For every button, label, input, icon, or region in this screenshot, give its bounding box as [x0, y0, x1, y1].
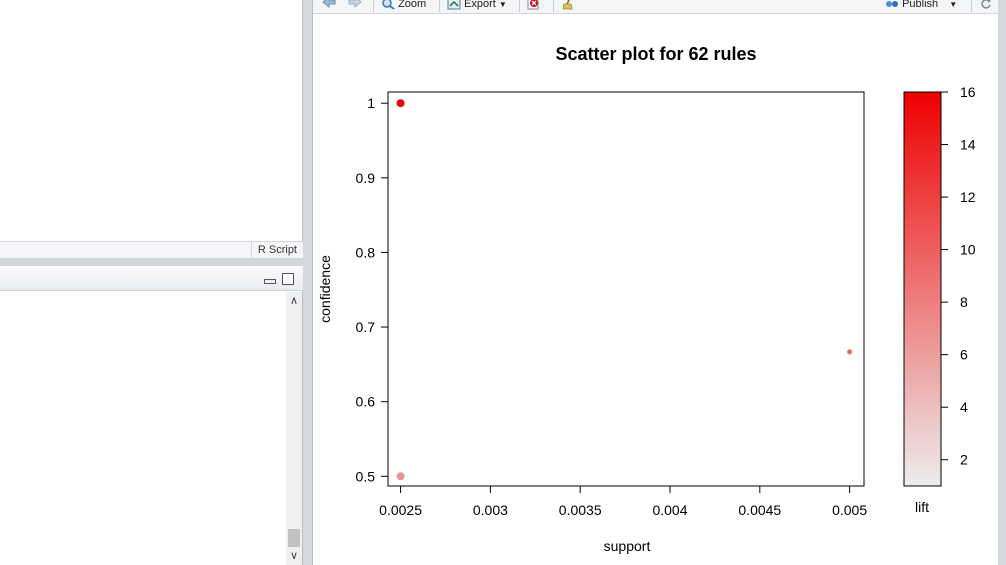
x-tick-label: 0.004: [652, 502, 687, 518]
scatter-plot: Scatter plot for 62 rules 0.0025 0.003 0.0…: [317, 44, 976, 554]
window-edge: [998, 0, 1006, 565]
export-icon: [447, 0, 461, 10]
colorbar-tick-label: 12: [960, 189, 976, 205]
chart-title: Scatter plot for 62 rules: [555, 44, 756, 64]
toolbar-separator: [971, 0, 972, 12]
x-tick-label: 0.003: [473, 502, 508, 518]
zoom-button[interactable]: Zoom: [381, 0, 426, 12]
maximize-icon[interactable]: [282, 273, 294, 285]
toolbar-separator: [553, 0, 554, 12]
scroll-thumb[interactable]: [288, 529, 300, 547]
console-scrollbar[interactable]: ∧ ∨: [286, 292, 302, 565]
zoom-icon: [382, 0, 395, 10]
scroll-up-icon[interactable]: ∧: [289, 295, 299, 307]
colorbar-tick-label: 16: [960, 84, 976, 100]
data-point: [847, 349, 853, 355]
plots-pane: Zoom Export ▼ Publish ▼: [312, 0, 999, 565]
x-tick-label: 0.005: [832, 502, 867, 518]
toolbar-separator: [519, 0, 520, 12]
y-tick-label: 0.7: [356, 319, 376, 335]
y-tick-label: 0.5: [356, 468, 376, 484]
minimize-icon[interactable]: [264, 279, 276, 284]
colorbar-label: lift: [915, 499, 929, 515]
x-axis-label: support: [604, 538, 651, 554]
remove-plot-icon: [527, 0, 539, 10]
broom-icon: [562, 0, 573, 10]
x-tick-label: 0.0045: [738, 502, 781, 518]
publish-dropdown-icon: ▼: [949, 0, 958, 9]
export-button[interactable]: Export ▼: [447, 0, 507, 12]
toolbar-separator: [373, 0, 374, 12]
publish-button[interactable]: Publish ▼: [885, 0, 957, 12]
source-editor-pane[interactable]: R Script: [0, 0, 303, 258]
x-tick-label: 0.0035: [559, 502, 602, 518]
clear-plots-button[interactable]: [561, 0, 575, 12]
y-axis-label: confidence: [317, 255, 333, 323]
plots-toolbar: Zoom Export ▼ Publish ▼: [313, 0, 999, 14]
publish-icon: [886, 1, 898, 8]
zoom-label: Zoom: [398, 0, 427, 10]
y-tick-label: 0.9: [356, 170, 376, 186]
back-arrow-icon[interactable]: [321, 0, 337, 12]
colorbar-tick-label: 10: [960, 242, 976, 258]
colorbar-tick-label: 6: [960, 347, 968, 363]
y-tick-label: 1: [367, 95, 375, 111]
lift-colorbar: [903, 91, 942, 487]
y-tick-label: 0.6: [356, 394, 376, 410]
colorbar-tick-label: 4: [960, 399, 968, 415]
refresh-button[interactable]: [979, 0, 993, 12]
export-label: Export: [464, 0, 496, 10]
export-dropdown-icon: ▼: [498, 0, 507, 9]
plot-frame: [387, 91, 865, 487]
script-type-selector[interactable]: R Script: [250, 242, 303, 258]
y-tick-label: 0.8: [356, 244, 376, 260]
console-header: [0, 266, 303, 291]
scroll-down-icon[interactable]: ∨: [289, 550, 299, 562]
publish-label: Publish: [902, 0, 939, 10]
editor-status-bar: R Script: [0, 241, 303, 258]
toolbar-separator: [439, 0, 440, 12]
data-point: [396, 472, 405, 481]
colorbar-tick-label: 14: [960, 137, 976, 153]
remove-plot-button[interactable]: [527, 0, 541, 12]
forward-arrow-icon[interactable]: [347, 0, 363, 12]
refresh-icon: [981, 0, 991, 9]
colorbar-tick-label: 2: [960, 452, 968, 468]
x-tick-label: 0.0025: [379, 502, 422, 518]
data-point: [396, 99, 405, 108]
console-pane[interactable]: ∧ ∨: [0, 266, 303, 565]
colorbar-tick-label: 8: [960, 294, 968, 310]
